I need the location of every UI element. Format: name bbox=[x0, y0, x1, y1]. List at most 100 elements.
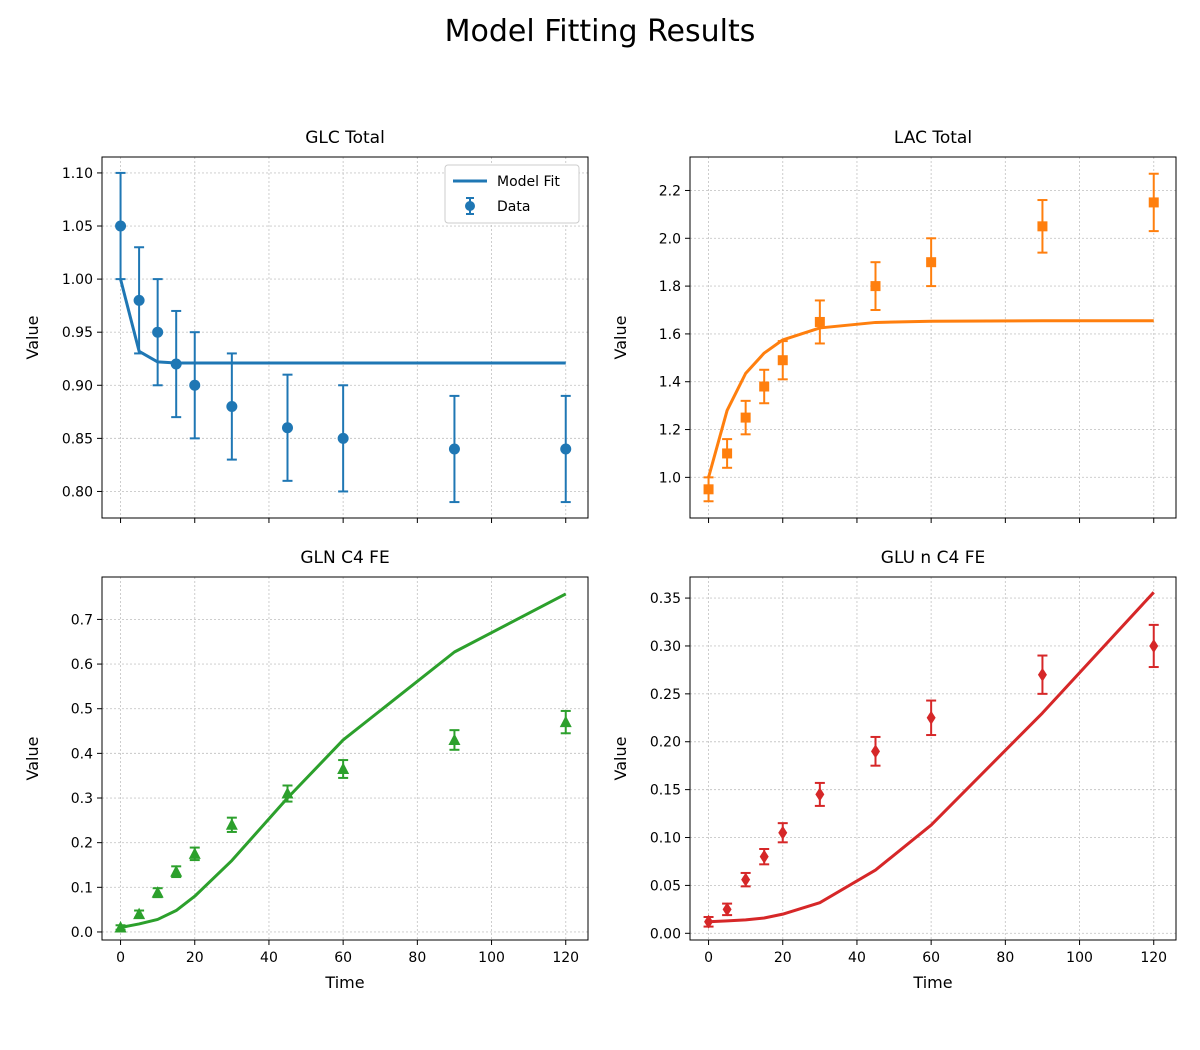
legend-data-label: Data bbox=[497, 199, 530, 215]
data-point bbox=[225, 818, 238, 830]
y-tick-label: 0.5 bbox=[71, 702, 93, 718]
data-point bbox=[870, 281, 881, 292]
subplot-4: 0 20 40 60 80 100 120 0.00 0.05 0.10 0.15 0.20 0.25 0… bbox=[611, 548, 1177, 992]
y-tick-label: 1.10 bbox=[62, 166, 93, 182]
y-tick-label: 1.2 bbox=[659, 423, 681, 439]
data-point bbox=[778, 825, 788, 840]
legend-fit-label: Model Fit bbox=[497, 174, 560, 190]
data-point bbox=[740, 412, 751, 423]
y-tick-label: 1.0 bbox=[659, 470, 681, 486]
data-point bbox=[759, 849, 769, 864]
data-point bbox=[152, 326, 164, 338]
y-tick-label: 0.80 bbox=[62, 484, 93, 500]
data-point bbox=[759, 381, 770, 392]
y-tick-label: 0.10 bbox=[650, 831, 681, 847]
x-tick-label: 100 bbox=[1066, 950, 1093, 966]
data-point bbox=[189, 379, 201, 391]
y-tick-label: 0.0 bbox=[71, 925, 93, 941]
x-tick-label: 120 bbox=[1140, 950, 1167, 966]
x-tick-label: 40 bbox=[260, 950, 278, 966]
y-tick-label: 0.6 bbox=[71, 657, 93, 673]
y-tick-label: 0.2 bbox=[71, 836, 93, 852]
x-tick-label: 20 bbox=[186, 950, 204, 966]
x-tick-label: 80 bbox=[996, 950, 1014, 966]
data-point bbox=[926, 257, 937, 268]
x-tick-label: 120 bbox=[552, 950, 579, 966]
y-tick-label: 0.4 bbox=[71, 746, 93, 762]
subplot-title: GLN C4 FE bbox=[300, 548, 389, 568]
data-point bbox=[337, 432, 349, 444]
y-tick-label: 0.35 bbox=[650, 591, 681, 607]
y-tick-label: 0.1 bbox=[71, 880, 93, 896]
subplot-title: LAC Total bbox=[894, 128, 972, 148]
y-tick-label: 0.25 bbox=[650, 687, 681, 703]
data-point bbox=[448, 733, 461, 745]
figure-title: Model Fitting Results bbox=[444, 14, 756, 49]
subplot-2: 1.0 1.2 1.4 1.6 1.8 2.0 2.2 LAC Total Value bbox=[611, 128, 1177, 523]
legend: Model Fit Data bbox=[444, 164, 580, 224]
y-tick-label: 0.85 bbox=[62, 431, 93, 447]
data-point bbox=[559, 715, 572, 728]
subplot-3: 0 20 40 60 80 100 120 0.0 0.1 0.2 0.3 0.4 0.5 0.6 0.7 G… bbox=[23, 548, 589, 992]
y-tick-label: 2.0 bbox=[659, 231, 681, 247]
data-point bbox=[703, 484, 714, 495]
data-point bbox=[926, 710, 936, 725]
y-tick-label: 1.00 bbox=[62, 272, 93, 288]
y-axis-label: Value bbox=[611, 316, 630, 360]
data-point bbox=[170, 358, 182, 370]
model-fit-line bbox=[119, 278, 566, 365]
data-point bbox=[281, 787, 294, 799]
x-axis-label: Time bbox=[324, 973, 364, 992]
data-point bbox=[1148, 197, 1159, 208]
data-point bbox=[1037, 667, 1047, 682]
model-fit-line bbox=[120, 592, 567, 929]
y-axis-label: Value bbox=[23, 737, 42, 781]
x-tick-label: 0 bbox=[704, 950, 713, 966]
x-tick-label: 60 bbox=[334, 950, 352, 966]
y-tick-label: 1.6 bbox=[659, 327, 681, 343]
data-point bbox=[151, 886, 164, 898]
x-tick-label: 40 bbox=[848, 950, 866, 966]
axes-frame bbox=[689, 156, 1177, 519]
y-tick-label: 0.7 bbox=[71, 612, 93, 628]
data-point bbox=[170, 865, 183, 877]
data-point bbox=[114, 920, 127, 933]
y-axis-label: Value bbox=[23, 316, 42, 360]
y-tick-label: 0.00 bbox=[650, 926, 681, 942]
data-point bbox=[1037, 221, 1048, 232]
y-tick-label: 0.05 bbox=[650, 878, 681, 894]
data-point bbox=[704, 914, 714, 929]
x-tick-label: 0 bbox=[116, 950, 125, 966]
axes-frame bbox=[689, 576, 1177, 941]
y-tick-label: 0.30 bbox=[650, 639, 681, 655]
data-point bbox=[188, 847, 201, 859]
data-point bbox=[226, 401, 238, 413]
y-tick-label: 0.20 bbox=[650, 735, 681, 751]
axes-frame bbox=[101, 576, 589, 941]
data-point bbox=[815, 787, 825, 802]
data-point bbox=[281, 422, 293, 434]
y-tick-label: 0.95 bbox=[62, 325, 93, 341]
data-point bbox=[814, 316, 825, 327]
model-fit-line bbox=[708, 591, 1155, 924]
y-axis-label: Value bbox=[611, 737, 630, 781]
y-tick-label: 2.2 bbox=[659, 183, 681, 199]
subplot-title: GLU n C4 FE bbox=[881, 548, 985, 568]
y-tick-label: 0.90 bbox=[62, 378, 93, 394]
y-tick-label: 1.05 bbox=[62, 219, 93, 235]
data-point bbox=[337, 762, 350, 774]
subplot-1: 0.80 0.85 0.90 0.95 1.00 1.05 1.10 GLC Total Val… bbox=[23, 128, 589, 523]
model-fit-line bbox=[707, 319, 1154, 478]
data-point bbox=[741, 872, 751, 887]
data-point bbox=[1149, 638, 1159, 653]
legend-data-marker bbox=[465, 201, 475, 211]
y-tick-label: 0.15 bbox=[650, 783, 681, 799]
axes-frame bbox=[101, 156, 589, 519]
data-point bbox=[722, 448, 733, 459]
data-point bbox=[133, 294, 145, 306]
y-tick-label: 0.3 bbox=[71, 791, 93, 807]
x-tick-label: 80 bbox=[408, 950, 426, 966]
data-point bbox=[448, 443, 460, 455]
